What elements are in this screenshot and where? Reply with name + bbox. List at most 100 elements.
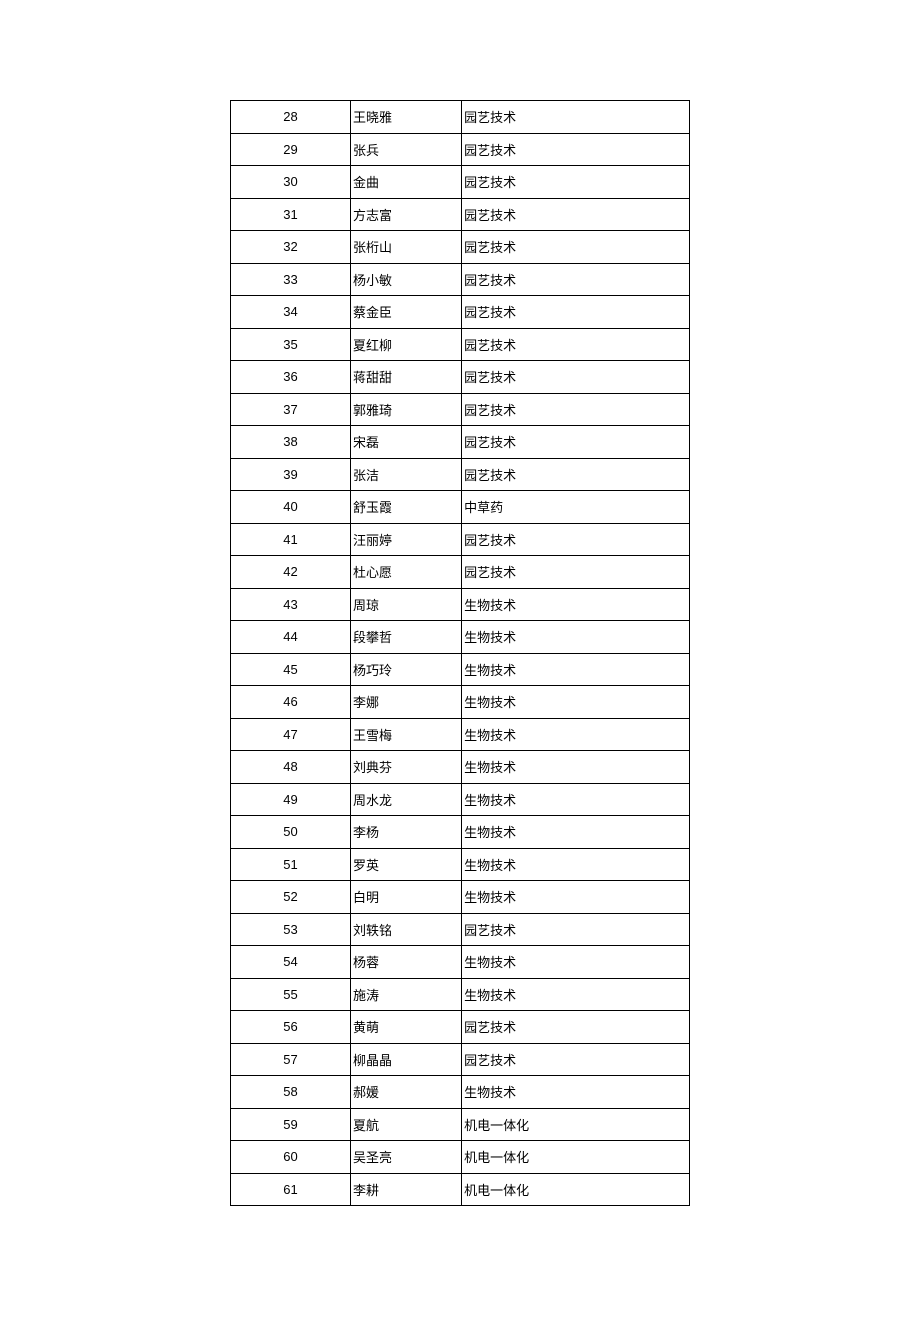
row-number: 34: [231, 296, 351, 329]
row-name: 方志富: [350, 198, 461, 231]
row-number: 44: [231, 621, 351, 654]
row-number: 33: [231, 263, 351, 296]
row-major: 机电一体化: [462, 1173, 690, 1206]
row-number: 51: [231, 848, 351, 881]
table-row: 58郝媛生物技术: [231, 1076, 690, 1109]
row-number: 52: [231, 881, 351, 914]
row-major: 园艺技术: [462, 1011, 690, 1044]
row-name: 杨蓉: [350, 946, 461, 979]
row-number: 37: [231, 393, 351, 426]
row-number: 35: [231, 328, 351, 361]
row-name: 李娜: [350, 686, 461, 719]
row-number: 36: [231, 361, 351, 394]
row-name: 夏航: [350, 1108, 461, 1141]
table-row: 57柳晶晶园艺技术: [231, 1043, 690, 1076]
row-number: 30: [231, 166, 351, 199]
row-name: 张桁山: [350, 231, 461, 264]
table-row: 31方志富园艺技术: [231, 198, 690, 231]
row-number: 42: [231, 556, 351, 589]
row-major: 机电一体化: [462, 1141, 690, 1174]
row-name: 杨小敏: [350, 263, 461, 296]
row-name: 郝媛: [350, 1076, 461, 1109]
row-major: 生物技术: [462, 588, 690, 621]
row-major: 生物技术: [462, 718, 690, 751]
row-major: 园艺技术: [462, 393, 690, 426]
table-row: 50李杨生物技术: [231, 816, 690, 849]
table-row: 42杜心愿园艺技术: [231, 556, 690, 589]
row-number: 28: [231, 101, 351, 134]
row-name: 蔡金臣: [350, 296, 461, 329]
row-name: 杨巧玲: [350, 653, 461, 686]
table-row: 33杨小敏园艺技术: [231, 263, 690, 296]
row-number: 41: [231, 523, 351, 556]
table-row: 59夏航机电一体化: [231, 1108, 690, 1141]
row-major: 机电一体化: [462, 1108, 690, 1141]
row-major: 生物技术: [462, 783, 690, 816]
row-number: 61: [231, 1173, 351, 1206]
row-name: 周琼: [350, 588, 461, 621]
row-name: 王晓雅: [350, 101, 461, 134]
row-name: 周水龙: [350, 783, 461, 816]
table-row: 38宋磊园艺技术: [231, 426, 690, 459]
row-number: 53: [231, 913, 351, 946]
row-major: 园艺技术: [462, 166, 690, 199]
row-name: 夏红柳: [350, 328, 461, 361]
row-name: 宋磊: [350, 426, 461, 459]
row-major: 生物技术: [462, 1076, 690, 1109]
row-name: 王雪梅: [350, 718, 461, 751]
table-row: 34蔡金臣园艺技术: [231, 296, 690, 329]
row-number: 59: [231, 1108, 351, 1141]
table-row: 47王雪梅生物技术: [231, 718, 690, 751]
row-major: 生物技术: [462, 653, 690, 686]
row-major: 生物技术: [462, 686, 690, 719]
row-number: 57: [231, 1043, 351, 1076]
row-number: 32: [231, 231, 351, 264]
row-number: 38: [231, 426, 351, 459]
row-number: 46: [231, 686, 351, 719]
row-major: 生物技术: [462, 946, 690, 979]
row-name: 郭雅琦: [350, 393, 461, 426]
row-name: 张兵: [350, 133, 461, 166]
table-row: 28王晓雅园艺技术: [231, 101, 690, 134]
row-number: 55: [231, 978, 351, 1011]
page-container: 28王晓雅园艺技术29张兵园艺技术30金曲园艺技术31方志富园艺技术32张桁山园…: [0, 0, 920, 1326]
row-major: 园艺技术: [462, 263, 690, 296]
table-row: 54杨蓉生物技术: [231, 946, 690, 979]
row-name: 吴圣亮: [350, 1141, 461, 1174]
row-name: 汪丽婷: [350, 523, 461, 556]
table-row: 37郭雅琦园艺技术: [231, 393, 690, 426]
table-row: 46李娜生物技术: [231, 686, 690, 719]
row-name: 黄萌: [350, 1011, 461, 1044]
row-name: 柳晶晶: [350, 1043, 461, 1076]
row-number: 31: [231, 198, 351, 231]
row-name: 杜心愿: [350, 556, 461, 589]
row-name: 刘典芬: [350, 751, 461, 784]
table-row: 55施涛生物技术: [231, 978, 690, 1011]
row-number: 48: [231, 751, 351, 784]
table-row: 32张桁山园艺技术: [231, 231, 690, 264]
row-number: 56: [231, 1011, 351, 1044]
row-major: 生物技术: [462, 978, 690, 1011]
row-major: 生物技术: [462, 881, 690, 914]
table-row: 49周水龙生物技术: [231, 783, 690, 816]
row-major: 园艺技术: [462, 523, 690, 556]
table-row: 60吴圣亮机电一体化: [231, 1141, 690, 1174]
row-major: 园艺技术: [462, 913, 690, 946]
row-major: 生物技术: [462, 816, 690, 849]
row-name: 蒋甜甜: [350, 361, 461, 394]
row-major: 生物技术: [462, 848, 690, 881]
row-name: 罗英: [350, 848, 461, 881]
table-body: 28王晓雅园艺技术29张兵园艺技术30金曲园艺技术31方志富园艺技术32张桁山园…: [231, 101, 690, 1206]
row-name: 白明: [350, 881, 461, 914]
table-row: 30金曲园艺技术: [231, 166, 690, 199]
row-name: 李杨: [350, 816, 461, 849]
table-row: 61李耕机电一体化: [231, 1173, 690, 1206]
row-major: 生物技术: [462, 621, 690, 654]
table-row: 56黄萌园艺技术: [231, 1011, 690, 1044]
row-major: 园艺技术: [462, 231, 690, 264]
row-major: 园艺技术: [462, 133, 690, 166]
table-row: 40舒玉霞中草药: [231, 491, 690, 524]
table-row: 43周琼生物技术: [231, 588, 690, 621]
row-number: 60: [231, 1141, 351, 1174]
table-row: 44段攀哲生物技术: [231, 621, 690, 654]
